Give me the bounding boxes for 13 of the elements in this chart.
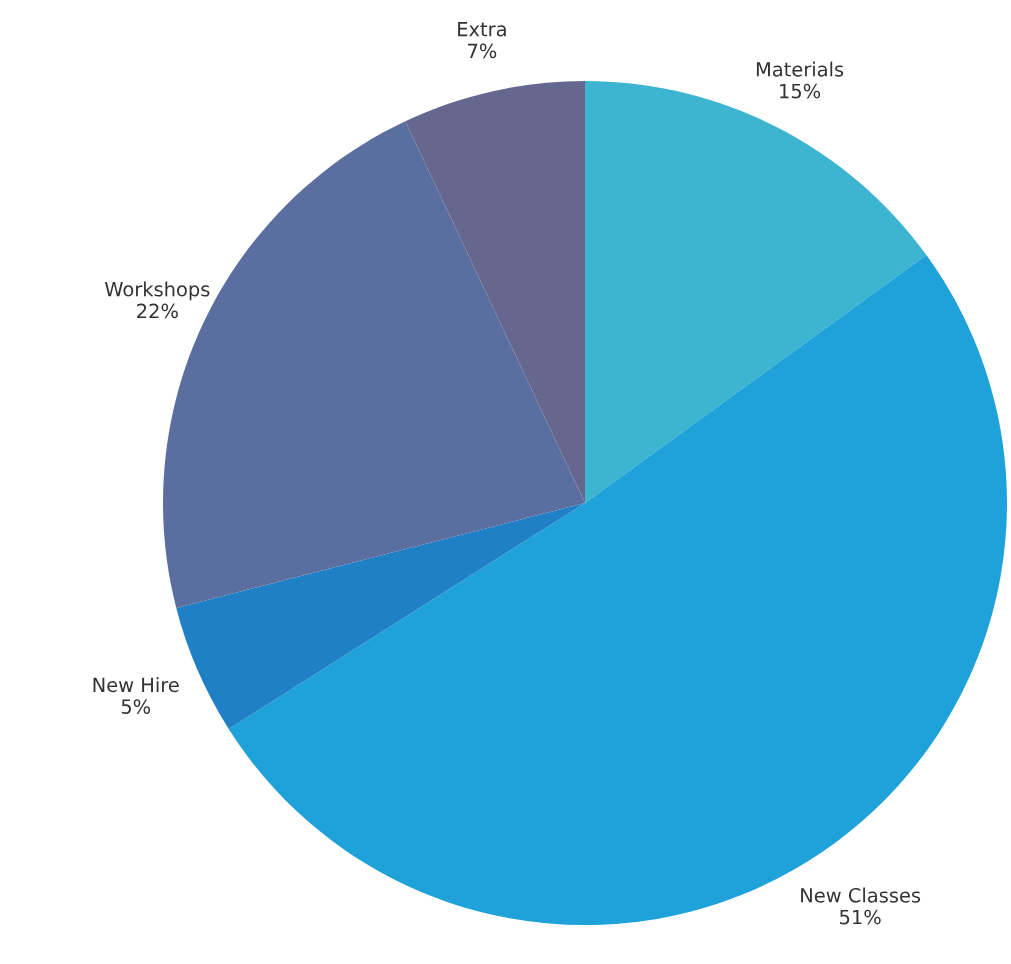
data-label: 51%: [840, 909, 881, 925]
slice-label: Materials: [756, 61, 844, 77]
data-label: 22%: [137, 303, 178, 319]
data-label: 15%: [780, 83, 821, 99]
pie-slice: [228, 254, 1007, 925]
data-label: 5%: [121, 699, 151, 714]
pie-slice: [405, 81, 585, 503]
slice-label: New Hire: [93, 677, 179, 693]
slice-label: New Classes: [801, 887, 921, 903]
data-label: 7%: [468, 43, 497, 59]
slice-label: Workshops: [104, 281, 210, 301]
slice-label: Extra: [458, 22, 506, 37]
pie-slice: [585, 81, 927, 503]
